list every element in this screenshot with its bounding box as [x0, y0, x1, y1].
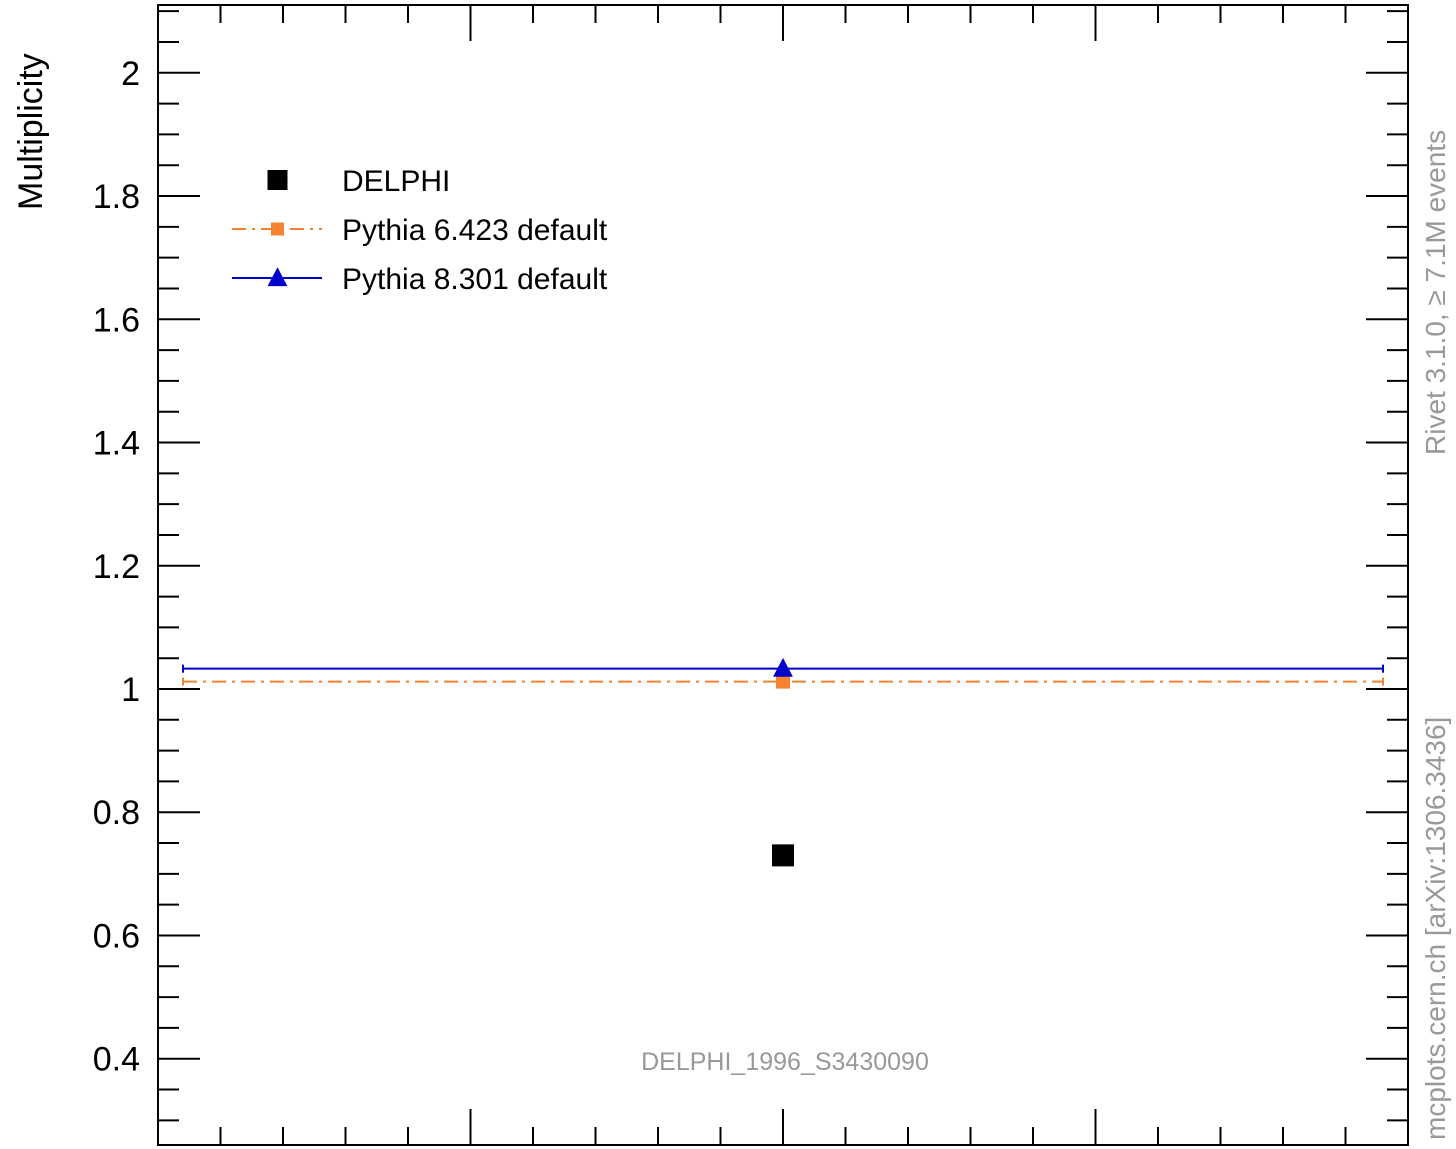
- series-layer: [182, 657, 1384, 867]
- legend-item: DELPHI: [267, 165, 450, 198]
- data-point: [772, 844, 794, 867]
- y-tick-label: 1.2: [93, 548, 140, 586]
- y-tick-label: 1.4: [93, 425, 140, 463]
- series-1: [182, 674, 1384, 689]
- legend-item: Pythia 8.301 default: [232, 263, 608, 296]
- y-tick-label: 0.4: [93, 1041, 140, 1079]
- legend-label: Pythia 8.301 default: [342, 263, 608, 296]
- data-point: [776, 674, 790, 689]
- y-tick-label: 1: [121, 671, 140, 709]
- y-tick-label: 2: [121, 55, 140, 93]
- rivet-version-label: Rivet 3.1.0, ≥ 7.1M events: [1420, 130, 1451, 455]
- series-0: [772, 844, 794, 867]
- legend-label: Pythia 6.423 default: [342, 214, 608, 247]
- legend-marker: [267, 170, 288, 190]
- y-tick-label: 0.8: [93, 794, 140, 832]
- y-tick-label: 1.8: [93, 178, 140, 216]
- legend-marker: [271, 222, 284, 236]
- plot-frame: [157, 4, 1409, 1146]
- axis-ticks: [158, 5, 1408, 1145]
- legend: DELPHI Pythia 6.423 default Pythia 8.301 d…: [232, 165, 608, 296]
- legend-marker: [267, 267, 288, 287]
- data-point: [773, 657, 793, 677]
- analysis-id-label: DELPHI_1996_S3430090: [641, 1048, 929, 1076]
- y-tick-label: 1.6: [93, 301, 140, 339]
- y-tick-labels: 0.4 0.6 0.8 1 1.2 1.4 1.6 1.8 2: [93, 55, 140, 1079]
- series-2: [182, 657, 1384, 677]
- mcplots-source-label: mcplots.cern.ch [arXiv:1306.3436]: [1420, 717, 1451, 1140]
- legend-label: DELPHI: [342, 165, 450, 198]
- y-axis-label: Multiplicity: [12, 53, 50, 210]
- y-tick-label: 0.6: [93, 917, 140, 955]
- legend-item: Pythia 6.423 default: [232, 214, 608, 247]
